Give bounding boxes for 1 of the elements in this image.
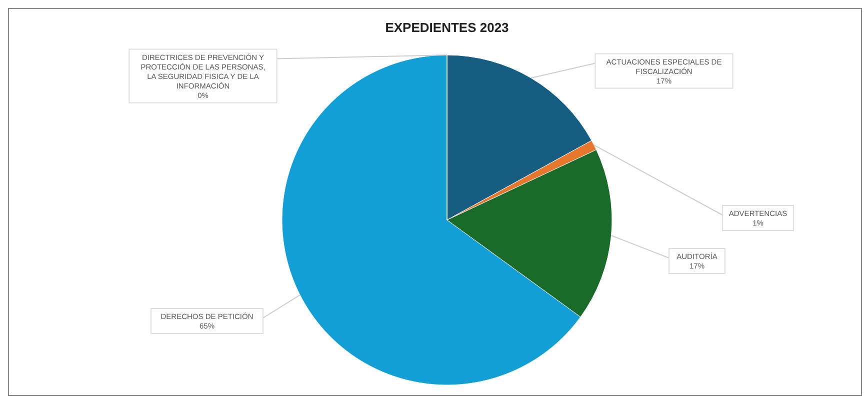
chart-title: EXPEDIENTES 2023 xyxy=(385,20,509,35)
